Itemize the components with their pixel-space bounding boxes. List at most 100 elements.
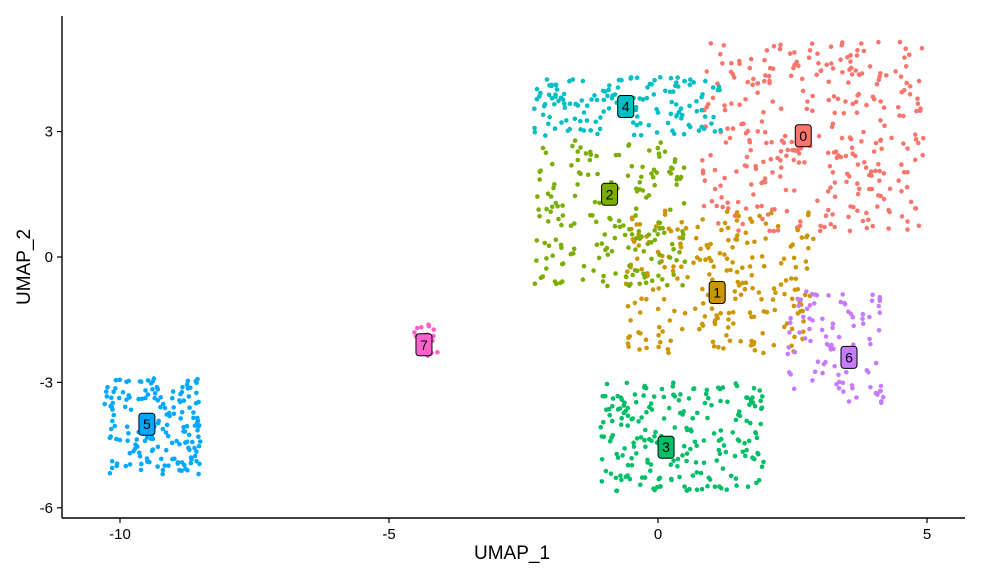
cluster-4-point (584, 118, 590, 123)
cluster-5-point (126, 378, 132, 384)
cluster-0-point (734, 169, 739, 174)
cluster-3-point (684, 427, 690, 433)
cluster-1-point (750, 255, 755, 260)
cluster-1-point (733, 296, 738, 302)
cluster-4-point (578, 127, 583, 132)
cluster-1-point (655, 306, 661, 312)
cluster-2-point (672, 159, 678, 165)
cluster-2-point (548, 194, 554, 199)
cluster-3-point (761, 459, 766, 465)
cluster-4-point (589, 97, 594, 102)
cluster-3-point (744, 447, 749, 453)
points-layer (102, 39, 926, 494)
cluster-4-point (579, 98, 585, 103)
cluster-6-point (809, 291, 815, 297)
cluster-0-point (797, 223, 803, 229)
cluster-0-point (875, 204, 880, 209)
cluster-3-point (689, 429, 694, 434)
cluster-6-point (807, 316, 812, 321)
cluster-1-point (643, 337, 649, 343)
cluster-2-point (640, 164, 645, 170)
cluster-2-point (626, 143, 631, 148)
cluster-6-point (826, 293, 831, 298)
cluster-3-point (625, 423, 630, 428)
cluster-0-point (781, 140, 787, 145)
cluster-0-point (710, 95, 716, 101)
cluster-0-point (850, 151, 855, 156)
cluster-5-point (191, 415, 196, 421)
cluster-1-point (730, 309, 736, 315)
cluster-6-point (832, 363, 837, 369)
cluster-5-point (104, 394, 110, 399)
cluster-2-point (537, 213, 542, 219)
cluster-6-point (834, 382, 839, 387)
cluster-2-point (668, 207, 673, 213)
cluster-0-point (775, 228, 781, 233)
cluster-0-point (822, 224, 827, 230)
cluster-1-point (719, 227, 724, 233)
cluster-3-point (760, 394, 765, 399)
cluster-1-point (717, 251, 723, 256)
cluster-1-point (628, 318, 633, 323)
cluster-5-point (188, 385, 193, 391)
cluster-5-point (127, 450, 133, 456)
cluster-1-point (708, 241, 713, 247)
cluster-3-point (625, 473, 630, 478)
cluster-3-point (695, 410, 700, 416)
cluster-3-point (688, 446, 693, 452)
cluster-2-point (596, 255, 602, 261)
cluster-1-point (747, 264, 753, 269)
cluster-5-point (164, 412, 169, 417)
cluster-0-point (749, 182, 754, 187)
cluster-label-box (601, 182, 619, 206)
cluster-2-point (544, 266, 549, 271)
cluster-0-point (753, 164, 758, 169)
cluster-3-point (675, 464, 680, 469)
cluster-2-point (558, 242, 564, 248)
cluster-2-point (671, 247, 676, 252)
cluster-5-point (138, 379, 144, 385)
cluster-4-point (682, 78, 687, 84)
cluster-6-point (867, 336, 872, 342)
y-tick-label: -6 (40, 500, 53, 517)
cluster-2-point (629, 163, 635, 169)
cluster-4-point (674, 80, 679, 85)
cluster-0-point (722, 175, 727, 181)
cluster-6-point (785, 351, 791, 357)
cluster-5-point (187, 405, 192, 411)
y-axis-title: UMAP_2 (14, 229, 35, 305)
cluster-1-point (806, 245, 811, 251)
cluster-2-point (636, 229, 642, 234)
cluster-5-point (145, 378, 151, 383)
cluster-2-point (588, 149, 593, 155)
cluster-5-point (170, 395, 175, 401)
cluster-4-point (665, 120, 671, 126)
cluster-3-point (648, 462, 654, 467)
cluster-5-point (195, 428, 200, 433)
cluster-3-point (619, 477, 624, 483)
cluster-2-point (609, 248, 615, 254)
cluster-5-point (137, 450, 142, 456)
cluster-4-point (668, 75, 674, 81)
cluster-0-point (762, 176, 768, 181)
cluster-0-point (901, 141, 906, 146)
cluster-5-point (116, 395, 122, 401)
cluster-7-point (415, 325, 420, 331)
cluster-4-point (565, 128, 571, 134)
cluster-2-point (681, 165, 687, 170)
cluster-4-point (703, 78, 708, 84)
cluster-0-point (745, 128, 751, 134)
cluster-3-point (759, 406, 764, 412)
cluster-3-point (733, 417, 739, 423)
cluster-0-point (843, 153, 849, 159)
cluster-0-point (737, 102, 742, 107)
cluster-0-point (767, 78, 772, 84)
cluster-0-point (855, 162, 861, 167)
cluster-0-point (755, 129, 761, 134)
cluster-5-point (174, 438, 179, 444)
cluster-3-point (629, 463, 635, 468)
cluster-0-point (817, 228, 823, 234)
cluster-4-point (674, 112, 680, 118)
cluster-0-point (912, 157, 918, 163)
cluster-1-point (700, 301, 706, 306)
